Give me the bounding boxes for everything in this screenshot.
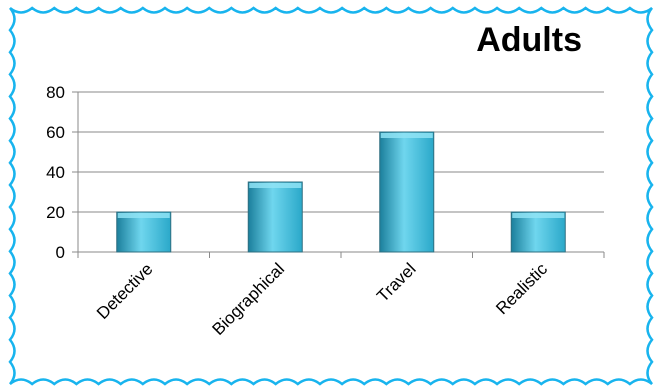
bar-highlight	[249, 183, 302, 188]
bar-highlight	[117, 213, 170, 218]
y-tick-label: 60	[46, 123, 65, 142]
bar-highlight	[380, 133, 433, 138]
category-label: Travel	[373, 259, 419, 305]
bar	[116, 211, 172, 253]
y-axis: 0 20 40 60 80	[46, 83, 79, 262]
bar	[510, 211, 566, 253]
bar	[379, 131, 435, 253]
bar-biographical	[247, 181, 303, 253]
bar-detective	[116, 211, 172, 253]
y-tick-label: 40	[46, 163, 65, 182]
bar-travel	[379, 131, 435, 253]
y-tick-label: 80	[46, 83, 65, 102]
category-label: Detective	[93, 259, 157, 323]
y-tick-label: 20	[46, 203, 65, 222]
category-label: Biographical	[208, 259, 288, 339]
y-tick-label: 0	[56, 243, 65, 262]
bar-realistic	[510, 211, 566, 253]
category-labels: Detective Biographical Travel Realistic	[93, 259, 551, 339]
bar	[247, 181, 303, 253]
x-axis	[77, 251, 605, 258]
bars	[116, 131, 566, 253]
chart-title: Adults	[476, 21, 582, 59]
bar-highlight	[512, 213, 565, 218]
category-label: Realistic	[492, 259, 551, 318]
wavy-border	[8, 6, 654, 386]
